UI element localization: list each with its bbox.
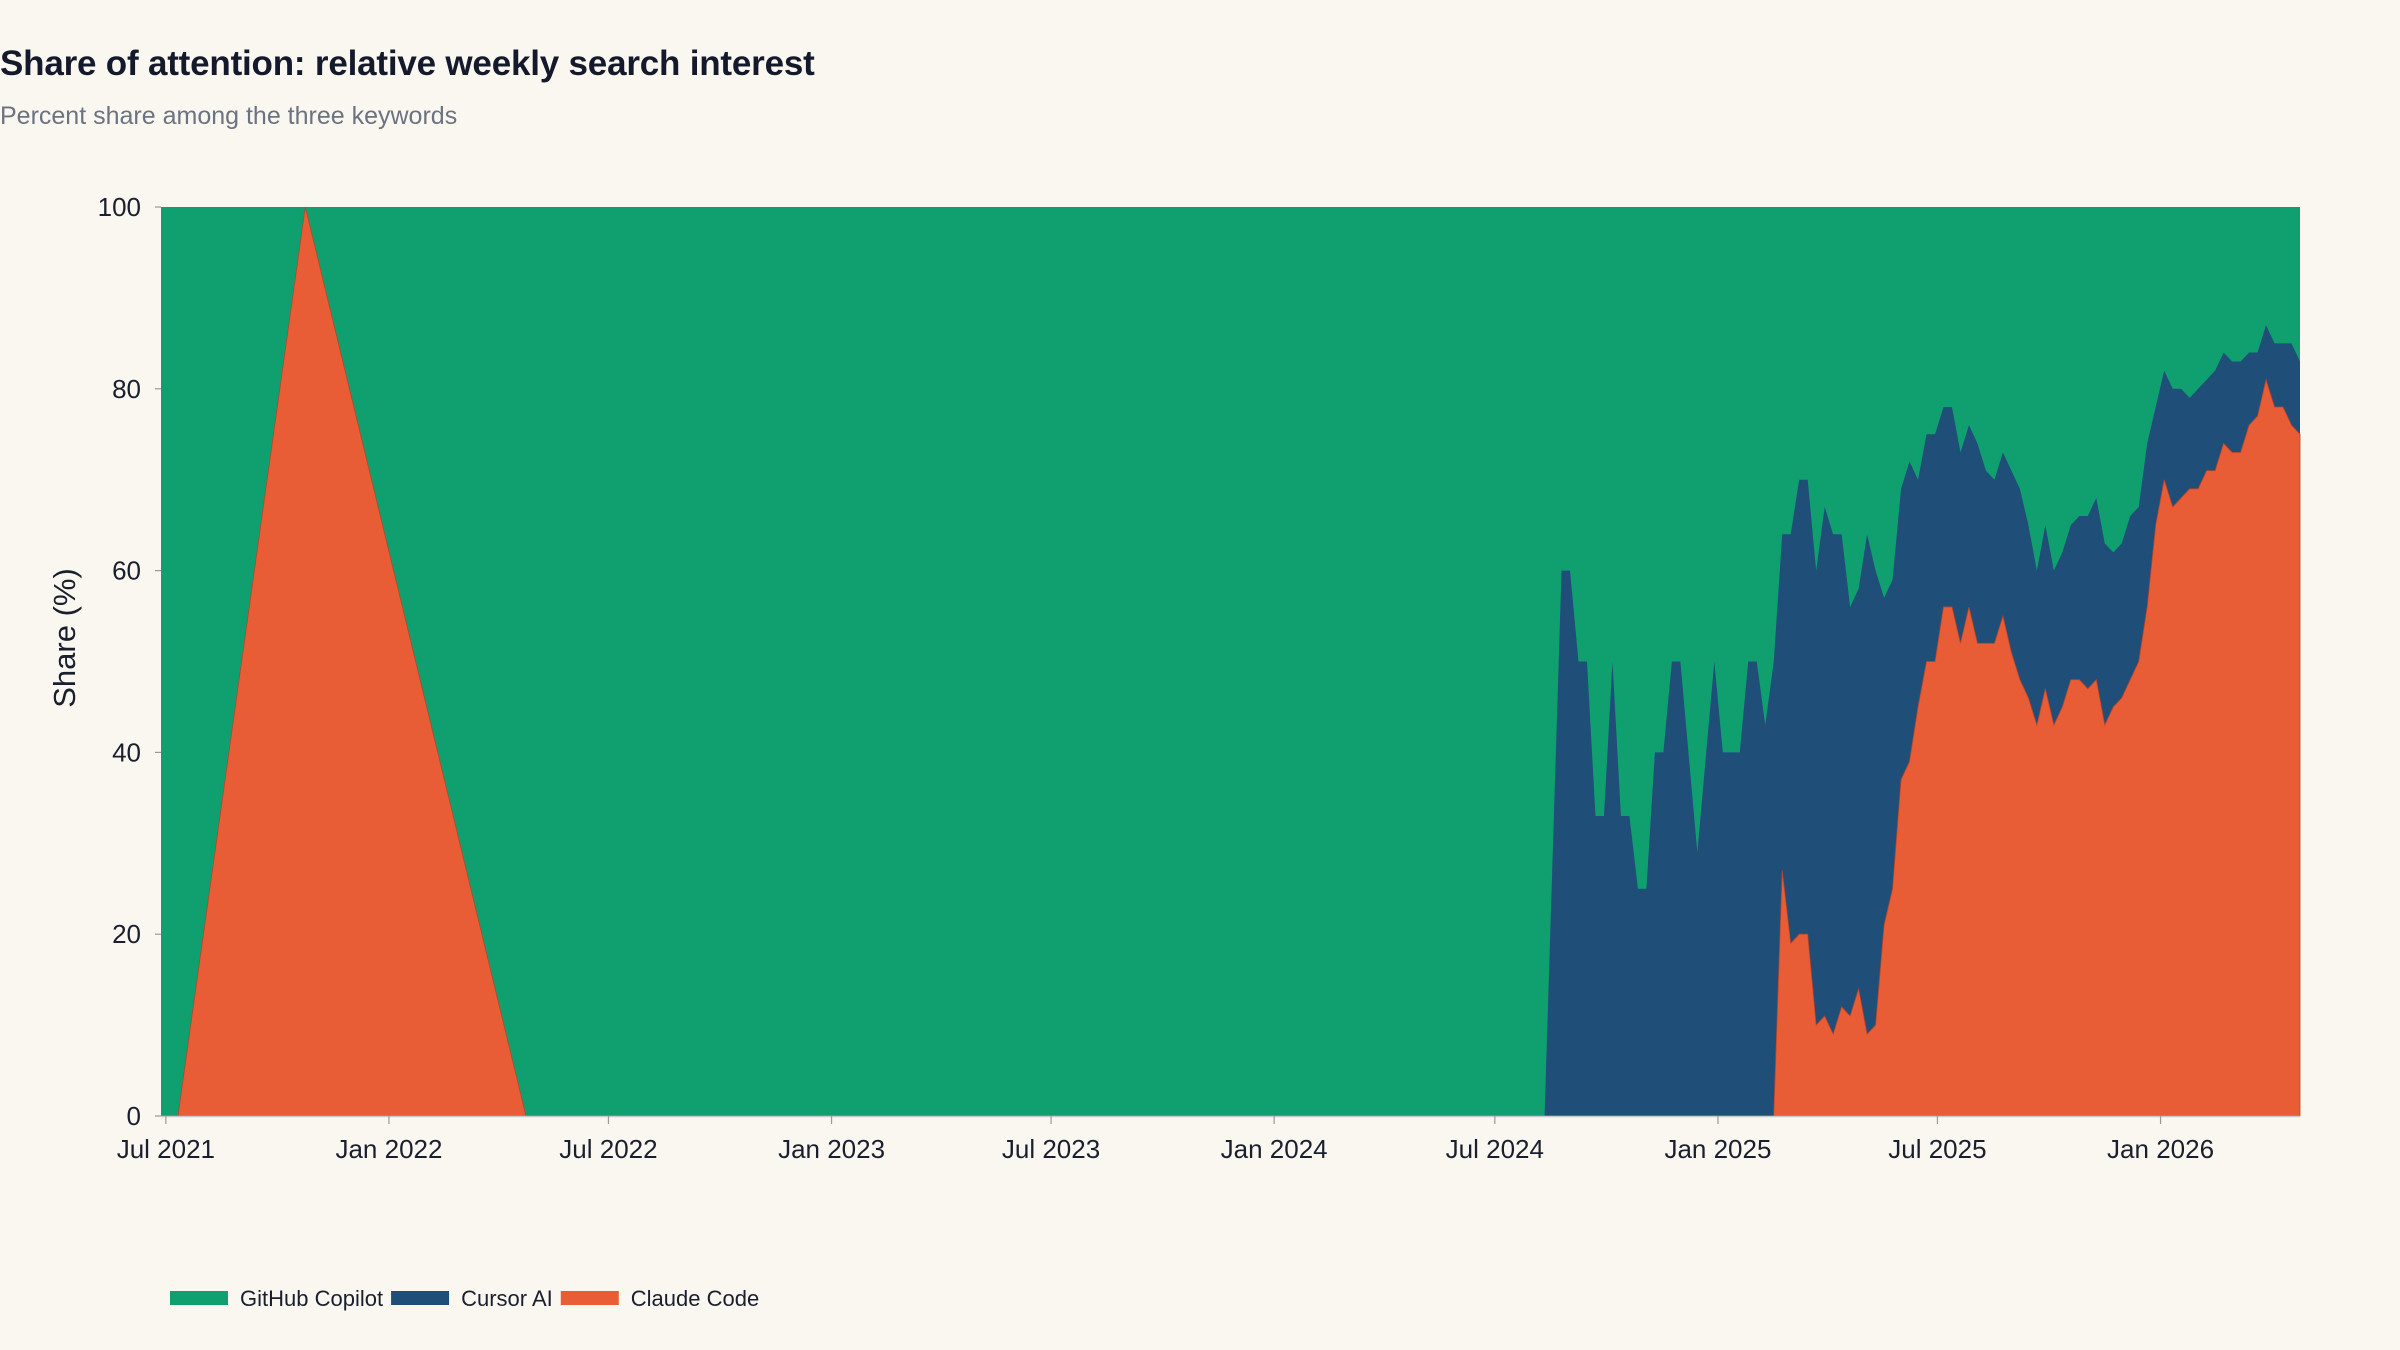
x-tick-label: Jan 2026 — [2107, 1134, 2214, 1164]
x-tick-label: Jul 2025 — [1888, 1134, 1986, 1164]
x-tick-label: Jul 2024 — [1446, 1134, 1544, 1164]
area-cursor-ai — [161, 207, 2300, 1116]
x-tick-label: Jan 2022 — [335, 1134, 442, 1164]
y-tick-label: 20 — [112, 919, 141, 949]
legend-label: GitHub Copilot — [240, 1286, 383, 1311]
legend-swatch — [391, 1291, 450, 1305]
y-tick-label: 80 — [112, 374, 141, 404]
chart-subtitle: Percent share among the three keywords — [0, 102, 458, 130]
axes: 0 20 40 60 80 100 Jul 2021 Jan 2022 Jul 2022 Jan … — [98, 192, 2300, 1164]
plot-area — [161, 206, 2301, 1117]
x-tick-label: Jan 2023 — [778, 1134, 885, 1164]
y-axis-title: Share (%) — [47, 568, 82, 708]
x-tick-label: Jul 2023 — [1002, 1134, 1100, 1164]
x-tick-label: Jan 2025 — [1664, 1134, 1771, 1164]
x-tick-label: Jul 2022 — [559, 1134, 657, 1164]
y-tick-label: 100 — [98, 192, 141, 222]
chart-title: Share of attention: relative weekly sear… — [0, 44, 815, 83]
x-tick-label: Jan 2024 — [1221, 1134, 1328, 1164]
legend: GitHub Copilot Cursor AI Claude Code — [170, 1286, 759, 1311]
legend-swatch — [170, 1291, 228, 1305]
area-claude-code — [161, 206, 2301, 1117]
legend-label: Claude Code — [631, 1286, 759, 1311]
legend-item-cursor-ai[interactable]: Cursor AI — [391, 1286, 553, 1311]
x-tick-label: Jul 2021 — [117, 1134, 215, 1164]
legend-item-claude-code[interactable]: Claude Code — [560, 1286, 759, 1311]
y-tick-label: 40 — [112, 737, 141, 767]
legend-swatch — [560, 1291, 619, 1305]
y-tick-label: 60 — [112, 556, 141, 586]
legend-label: Cursor AI — [461, 1286, 553, 1311]
legend-item-github-copilot[interactable]: GitHub Copilot — [170, 1286, 383, 1311]
y-tick-label: 0 — [127, 1101, 141, 1131]
